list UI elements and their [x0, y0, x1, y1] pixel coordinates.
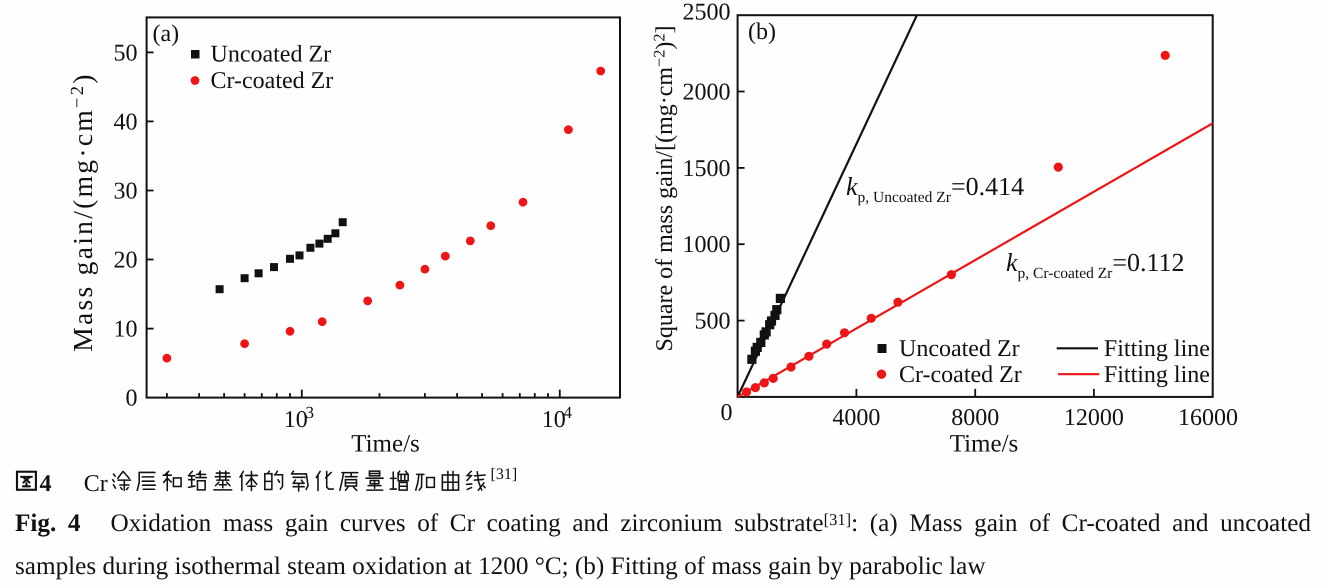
svg-text:Fitting line: Fitting line: [1104, 362, 1210, 388]
svg-text:Time/s: Time/s: [351, 431, 420, 458]
svg-text:4: 4: [40, 471, 52, 497]
svg-text:2000: 2000: [683, 80, 731, 106]
svg-text:(b): (b): [748, 19, 776, 45]
svg-text:30: 30: [114, 179, 138, 205]
svg-text:(a): (a): [153, 21, 180, 47]
svg-text:4: 4: [564, 403, 573, 422]
svg-text:20: 20: [114, 248, 138, 274]
svg-text:4000: 4000: [832, 405, 880, 431]
svg-text:Square of mass gain/[(mg·cm−2): Square of mass gain/[(mg·cm−2)2]: [649, 25, 678, 351]
svg-text:1000: 1000: [683, 232, 731, 258]
svg-text:Time/s: Time/s: [950, 431, 1019, 458]
svg-text:Uncoated Zr: Uncoated Zr: [899, 336, 1020, 362]
svg-text:[31]: [31]: [491, 466, 518, 483]
svg-text:10: 10: [284, 407, 308, 433]
svg-text:Cr-coated Zr: Cr-coated Zr: [899, 362, 1022, 388]
svg-text:0: 0: [721, 400, 733, 426]
svg-text:Cr: Cr: [84, 471, 108, 497]
svg-text:2500: 2500: [683, 0, 731, 26]
svg-text:50: 50: [114, 40, 138, 66]
svg-text:500: 500: [695, 309, 731, 335]
svg-text:kp, Cr-coated Zr=0.112: kp, Cr-coated Zr=0.112: [1006, 248, 1185, 282]
svg-text:10: 10: [114, 317, 138, 343]
svg-text:kp, Uncoated Zr=0.414: kp, Uncoated Zr=0.414: [846, 172, 1024, 206]
svg-text:Uncoated Zr: Uncoated Zr: [211, 42, 332, 68]
svg-text:Cr-coated Zr: Cr-coated Zr: [211, 68, 334, 94]
svg-text:1500: 1500: [683, 156, 731, 182]
svg-text:12000: 12000: [1064, 405, 1124, 431]
svg-text:Mass gain/(mg·cm−2): Mass gain/(mg·cm−2): [67, 72, 98, 352]
svg-text:Fitting line: Fitting line: [1104, 336, 1210, 362]
svg-text:8000: 8000: [951, 405, 999, 431]
svg-text:40: 40: [114, 109, 138, 135]
svg-text:16000: 16000: [1178, 405, 1238, 431]
svg-text:0: 0: [126, 386, 138, 412]
svg-text:10: 10: [542, 407, 566, 433]
svg-text:3: 3: [306, 403, 315, 422]
